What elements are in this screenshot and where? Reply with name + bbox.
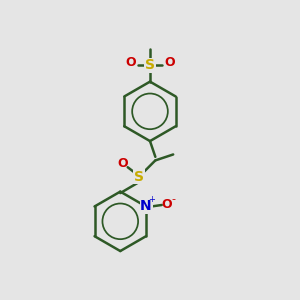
Text: S: S [134, 170, 144, 184]
Text: O: O [117, 157, 128, 170]
Text: -: - [171, 194, 176, 204]
Text: S: S [145, 58, 155, 72]
Text: O: O [161, 199, 172, 212]
Text: O: O [164, 56, 175, 69]
Text: N: N [140, 200, 152, 214]
Text: O: O [125, 56, 136, 69]
Text: +: + [148, 195, 155, 204]
